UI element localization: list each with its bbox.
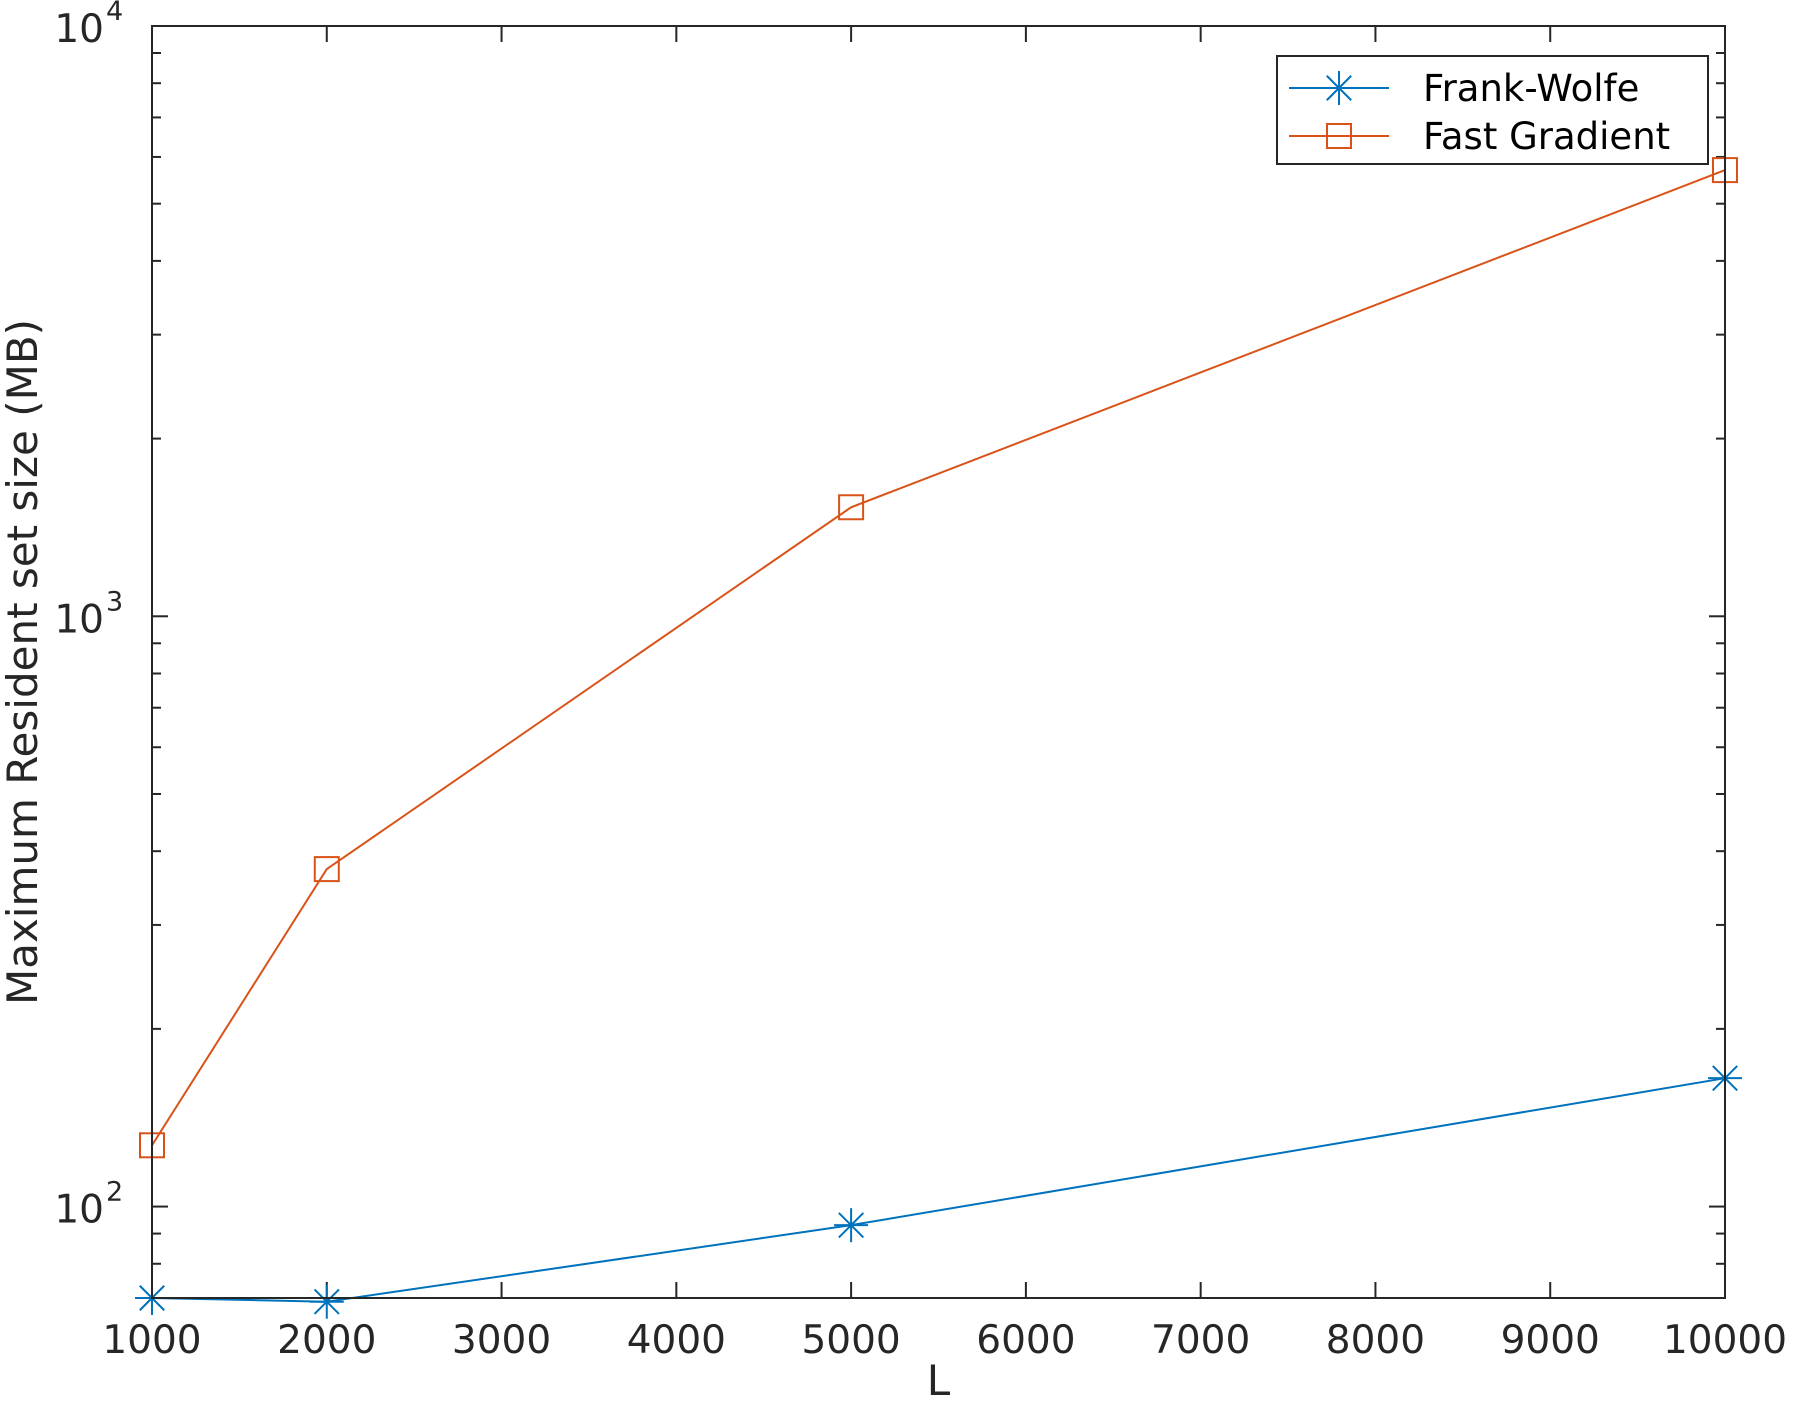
- series-frank-wolfe: [135, 1061, 1742, 1319]
- x-tick-labels: 1000 2000 3000 4000 5000 6000 7000 8000 9000 1000…: [102, 1318, 1787, 1363]
- series-layer: [135, 157, 1742, 1319]
- legend-box: [1276, 55, 1709, 165]
- x-tick-label: 8000: [1326, 1318, 1425, 1363]
- y-tick-exponent: 3: [106, 586, 123, 617]
- legend-marker: [1322, 71, 1356, 105]
- data-point: [313, 856, 340, 883]
- legend-label: Fast Gradient: [1423, 115, 1670, 158]
- y-tick-label: 10: [54, 1188, 104, 1233]
- y-tick-base: 10: [54, 1188, 104, 1233]
- x-tick-label: 9000: [1501, 1318, 1600, 1363]
- data-point: [838, 494, 865, 521]
- plot-frame: [151, 25, 1726, 1299]
- y-tick-base: 10: [54, 597, 104, 642]
- minor-ticks: [152, 52, 1725, 1299]
- data-point: [834, 1208, 869, 1243]
- y-tick-label: 10: [54, 597, 104, 642]
- plot-area: [152, 26, 1725, 1298]
- x-tick-label: 4000: [627, 1318, 726, 1363]
- data-point: [309, 1284, 344, 1319]
- legend: Frank-Wolfe Fast Gradient: [1276, 55, 1709, 165]
- x-tick-label: 6000: [976, 1318, 1075, 1363]
- series-line: [151, 1077, 1726, 1303]
- y-axis-title: Maximum Resident set size (MB): [0, 319, 47, 1005]
- x-axis-title: L: [927, 1356, 951, 1405]
- legend-item: Frank-Wolfe: [1289, 67, 1639, 110]
- x-tick-label: 1000: [102, 1318, 201, 1363]
- y-tick-label: 10: [54, 7, 104, 52]
- legend-item: Fast Gradient: [1289, 115, 1670, 158]
- x-tick-label: 7000: [1151, 1318, 1250, 1363]
- legend-marker: [1326, 123, 1352, 149]
- x-tick-label: 10000: [1663, 1318, 1787, 1363]
- series-line: [151, 169, 1726, 1146]
- y-tick-base: 10: [54, 7, 104, 52]
- x-tick-label: 5000: [801, 1318, 900, 1363]
- y-tick-exponent: 4: [106, 0, 123, 27]
- x-tick-label: 3000: [452, 1318, 551, 1363]
- y-tick-exponent: 2: [106, 1177, 123, 1208]
- x-tick-label: 2000: [277, 1318, 376, 1363]
- legend-label: Frank-Wolfe: [1423, 67, 1639, 110]
